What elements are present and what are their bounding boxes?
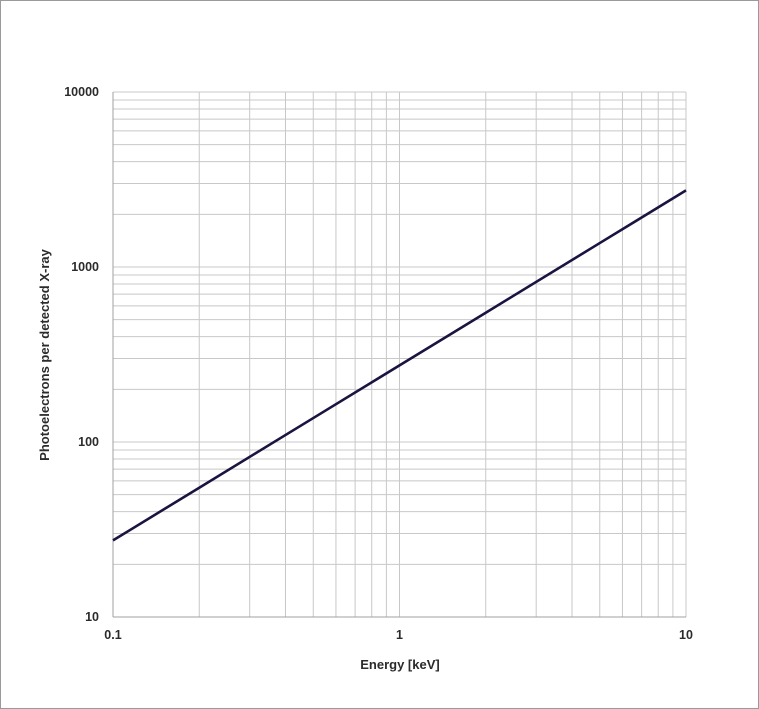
y-axis-title: Photoelectrons per detected X-ray xyxy=(37,248,52,460)
y-tick-label: 100 xyxy=(78,435,99,449)
y-tick-label: 10000 xyxy=(64,85,99,99)
series-line xyxy=(112,189,687,542)
chart-grid xyxy=(112,91,687,618)
x-tick-label: 1 xyxy=(396,628,403,642)
x-tick-label: 0.1 xyxy=(104,628,121,642)
tick-labels: 0.1 1 10 10 100 1000 10000 xyxy=(64,85,693,642)
chart-series xyxy=(112,189,687,542)
y-tick-label: 1000 xyxy=(71,260,99,274)
x-tick-label: 10 xyxy=(679,628,693,642)
y-tick-label: 10 xyxy=(85,610,99,624)
chart-axes xyxy=(112,92,686,618)
x-axis-title: Energy [keV] xyxy=(360,657,439,672)
